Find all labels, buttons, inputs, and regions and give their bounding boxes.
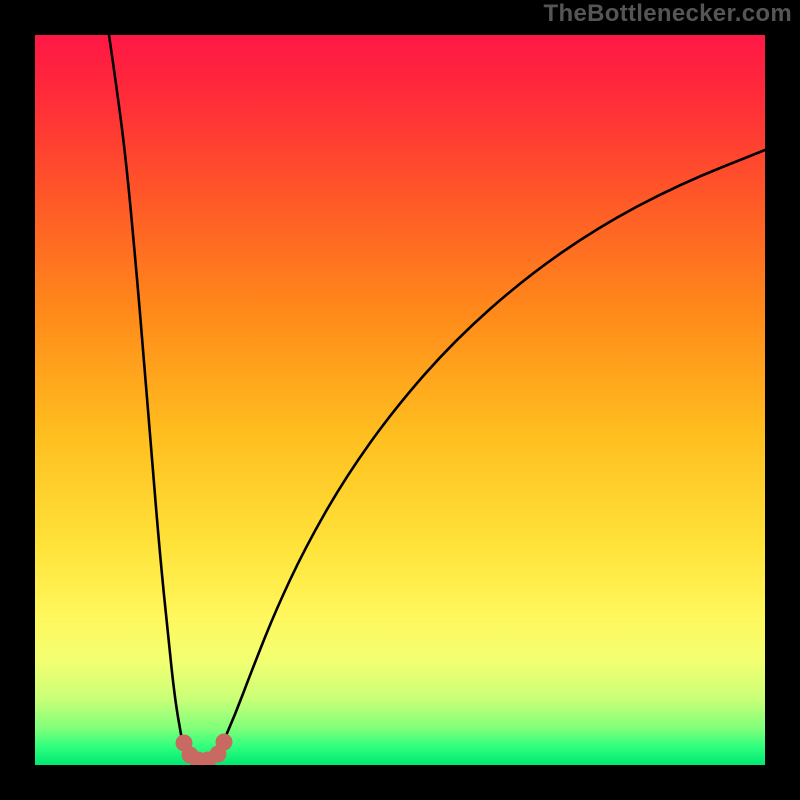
bottleneck-chart (0, 0, 800, 800)
plot-background-gradient (35, 35, 765, 765)
minimum-marker-dot (216, 734, 233, 751)
watermark-text: TheBottlenecker.com (544, 0, 792, 28)
